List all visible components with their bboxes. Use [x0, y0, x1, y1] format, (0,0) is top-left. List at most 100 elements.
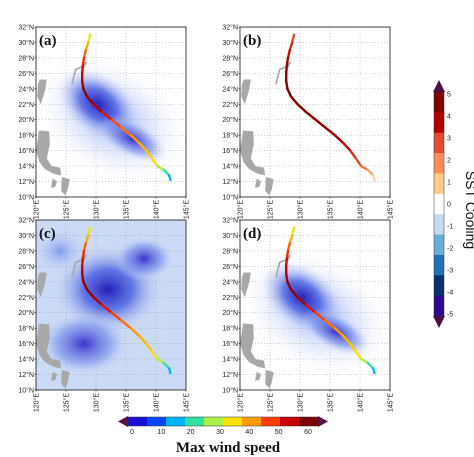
landmass: [255, 178, 261, 188]
wind-colorbar-segment: [261, 417, 281, 426]
lon-tick-label: 120°E: [237, 200, 245, 219]
track-segment: [289, 95, 299, 106]
track-segment: [119, 319, 133, 330]
lon-tick-label: 120°E: [33, 393, 41, 412]
graticule: [36, 220, 186, 390]
lon-tick-label: 135°E: [123, 200, 131, 219]
lat-tick-label: 22°N: [18, 101, 34, 109]
track-segment: [360, 164, 369, 172]
lat-tick-label: 18°N: [18, 132, 34, 140]
lat-tick-label: 16°N: [18, 147, 34, 155]
typhoon-track: [80, 33, 172, 182]
track-segment: [342, 141, 352, 152]
lat-tick-label: 22°N: [222, 101, 238, 109]
track-segment: [129, 326, 141, 338]
panel-c: 32°N 30°N 28°N 26°N 24°N 22°N 20°N 18°N 16°N 14°N…: [18, 217, 190, 413]
sst-colorbar-segment: [434, 173, 444, 195]
track-segment: [349, 342, 357, 353]
lat-tick-label: 26°N: [222, 263, 238, 271]
wind-colorbar-segment: [280, 417, 300, 426]
lat-tick-label: 18°N: [222, 325, 238, 333]
lon-tick-label: 145°E: [183, 393, 191, 412]
wind-tick-label: 40: [245, 429, 253, 436]
sst-tick-label: -3: [447, 268, 453, 275]
track-segment: [291, 33, 296, 44]
panel-label: (c): [39, 226, 56, 242]
track-segment: [81, 249, 86, 260]
lat-tick-label: 32°N: [222, 24, 238, 32]
lon-tick-label: 145°E: [387, 200, 395, 219]
track-segment: [82, 241, 88, 253]
lat-tick-label: 10°N: [18, 194, 34, 202]
graticule: [240, 27, 390, 197]
sst-tick-label: -5: [447, 312, 453, 319]
track-segment: [92, 103, 104, 114]
track-segment: [285, 56, 290, 67]
landmass: [265, 369, 274, 389]
lon-tick-label: 125°E: [267, 393, 275, 412]
track-segment: [119, 126, 133, 137]
wind-colorbar-segment: [147, 417, 167, 426]
lon-tick-label: 140°E: [153, 200, 161, 219]
sst-colorbar-segment: [434, 153, 444, 174]
lat-tick-label: 32°N: [18, 217, 34, 225]
sst-tick-label: 5: [447, 92, 451, 99]
track-segment: [162, 361, 171, 370]
track-segment: [145, 342, 154, 353]
track-segment: [286, 87, 293, 98]
lat-tick-label: 18°N: [18, 325, 34, 333]
lat-tick-label: 24°N: [222, 85, 238, 93]
lon-tick-label: 120°E: [33, 200, 41, 219]
track-segment: [86, 33, 92, 44]
track-segment: [366, 168, 375, 177]
map-frame: [35, 26, 187, 198]
landmass: [255, 371, 261, 381]
lon-tick-label: 135°E: [327, 200, 335, 219]
lat-tick-label: 10°N: [18, 387, 34, 395]
track-segment: [86, 226, 92, 237]
landmass: [61, 176, 70, 196]
lon-tick-label: 140°E: [357, 393, 365, 412]
landmass: [240, 323, 266, 369]
track-segment: [372, 367, 376, 375]
lat-tick-label: 20°N: [222, 309, 238, 317]
lat-tick-label: 30°N: [222, 39, 238, 47]
track-segment: [342, 334, 352, 345]
wind-tick-label: 10: [157, 429, 165, 436]
track-segment: [333, 133, 345, 145]
track-segment: [85, 95, 95, 106]
map-frame: [239, 26, 391, 198]
lat-tick-label: 12°N: [18, 178, 34, 186]
wind-colorbar: Max wind speed 0 10 20 30 40 50 60: [118, 416, 328, 456]
lat-tick-label: 22°N: [222, 294, 238, 302]
landmass: [61, 369, 70, 389]
landmass: [37, 79, 47, 105]
panel-a: 32°N 30°N 28°N 26°N 24°N 22°N 20°N 18°N 16°N 14°N…: [18, 24, 190, 220]
lat-tick-label: 20°N: [222, 116, 238, 124]
sst-tick-label: 0: [447, 202, 451, 209]
track-segment: [110, 311, 123, 322]
sst-tick-label: 4: [447, 114, 451, 121]
landmass: [37, 272, 47, 298]
wind-tick-label: 30: [216, 429, 224, 436]
track-segment: [349, 149, 357, 160]
sst-colorbar-segment: [434, 234, 444, 256]
panel-label: (b): [243, 33, 261, 49]
lat-tick-label: 30°N: [222, 232, 238, 240]
wind-tick-label: 50: [275, 429, 283, 436]
track-segment: [304, 110, 317, 121]
lat-tick-label: 20°N: [18, 309, 34, 317]
lat-tick-label: 28°N: [222, 247, 238, 255]
typhoon-track: [285, 33, 376, 182]
track-segment: [314, 311, 327, 322]
landmass: [51, 371, 57, 381]
track-segment: [84, 234, 90, 245]
sst-colorbar: SST Cooling 5 4 3 2 1 0 -1 -2 -3 -4 -5: [433, 80, 474, 328]
landmass: [241, 79, 251, 105]
lat-tick-label: 26°N: [18, 263, 34, 271]
lat-tick-label: 30°N: [18, 39, 34, 47]
track-segment: [110, 118, 123, 129]
track-segment: [296, 296, 308, 307]
map-frame: [35, 219, 187, 391]
